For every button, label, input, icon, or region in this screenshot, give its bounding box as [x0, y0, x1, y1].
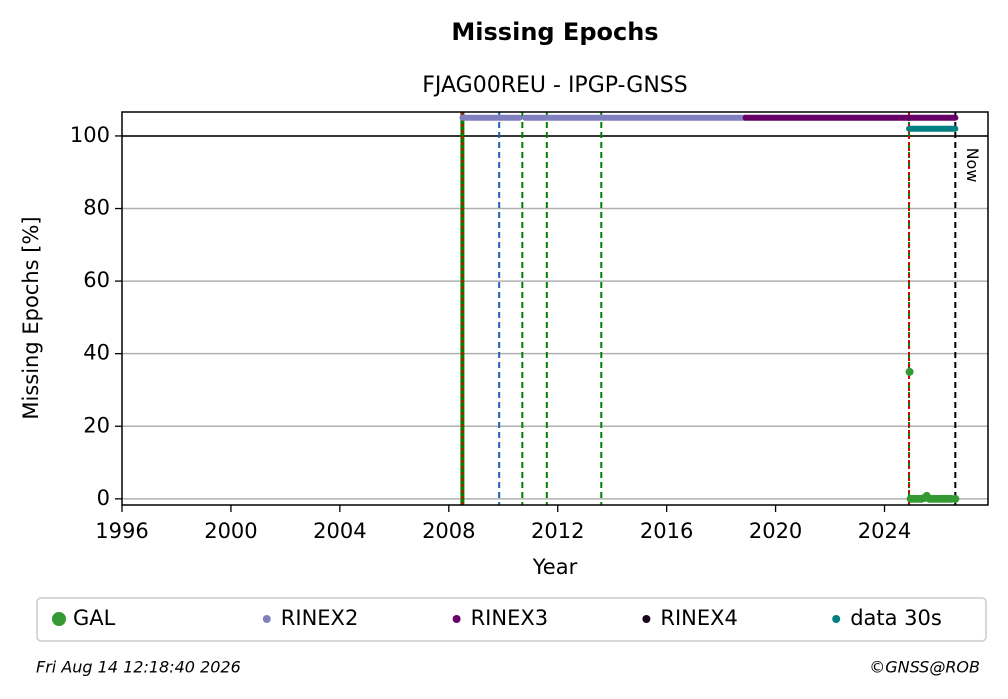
legend-box: [36, 597, 987, 642]
chart-title: Missing Epochs: [451, 18, 658, 46]
y-tick-label: 0: [97, 486, 110, 510]
data-point: [905, 367, 914, 376]
y-tick-label: 40: [83, 341, 110, 365]
legend-label: GAL: [73, 606, 116, 630]
chart-subtitle: FJAG00REU - IPGP-GNSS: [422, 73, 687, 98]
x-tick-label: 2016: [640, 519, 693, 543]
x-tick-label: 2008: [422, 519, 475, 543]
plot-area: [122, 112, 988, 505]
legend-marker: [452, 615, 461, 623]
legend-label: RINEX4: [660, 606, 738, 630]
x-tick-label: 2024: [858, 519, 911, 543]
footer-credit: ©GNSS@ROB: [869, 658, 980, 677]
legend-marker: [262, 615, 271, 623]
legend-marker: [642, 615, 651, 623]
x-tick-label: 2004: [313, 519, 366, 543]
x-tick-label: 2020: [749, 519, 802, 543]
footer-date: Fri Aug 14 12:18:40 2026: [36, 658, 241, 677]
now-label: Now: [963, 148, 982, 183]
legend-label: RINEX2: [281, 606, 359, 630]
y-tick-label: 20: [83, 413, 110, 437]
legend-label: RINEX3: [471, 606, 549, 630]
data-point: [951, 494, 960, 503]
x-tick-label: 2012: [531, 519, 584, 543]
legend-marker: [52, 612, 66, 626]
legend-label: data 30s: [850, 606, 942, 630]
y-tick-label: 60: [83, 268, 110, 292]
y-tick-label: 100: [70, 123, 110, 147]
x-axis-label: Year: [532, 555, 578, 579]
x-tick-label: 1996: [95, 519, 148, 543]
plot-frame: [121, 111, 989, 506]
y-tick-label: 80: [83, 196, 110, 220]
x-tick-label: 2000: [204, 519, 257, 543]
legend-marker: [832, 615, 841, 623]
y-axis-label: Missing Epochs [%]: [19, 216, 43, 419]
